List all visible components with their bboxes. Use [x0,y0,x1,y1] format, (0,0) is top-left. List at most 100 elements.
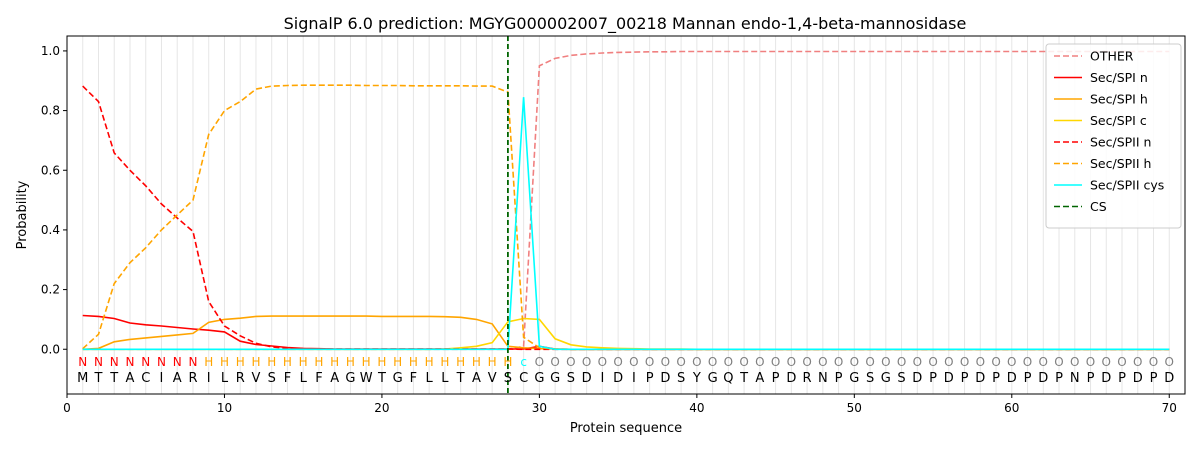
residue-label: S [567,371,575,386]
legend-label: Sec/SPI c [1090,113,1147,128]
region-label: O [991,355,1000,369]
x-axis-label: Protein sequence [570,421,682,436]
legend-label: Sec/SPI h [1090,92,1148,107]
region-label: O [613,355,622,369]
y-axis-ticks: 0.0 0.2 0.4 0.6 0.8 1.0 [41,44,67,356]
residue-label: C [519,371,528,386]
residue-label: P [1055,371,1063,386]
region-label: O [755,355,764,369]
legend-label: Sec/SPII h [1090,156,1151,171]
residue-label: A [755,371,764,386]
region-label: O [645,355,654,369]
region-label: O [1007,355,1016,369]
residue-label: Y [692,371,701,386]
residue-label: D [975,371,985,386]
residue-label: P [961,371,969,386]
plot-frame [66,35,1186,395]
residue-label: C [141,371,150,386]
region-label: O [1054,355,1063,369]
residue-label: I [160,371,164,386]
residue-label: P [992,371,1000,386]
region-label: O [1133,355,1142,369]
region-label: O [1165,355,1174,369]
region-label: O [897,355,906,369]
residue-label: L [426,371,434,386]
region-label: H [204,355,213,369]
residue-label: R [236,371,245,386]
series-line-sec-spii-cys [82,97,1170,351]
residue-label: I [632,371,636,386]
residue-label: V [488,371,497,386]
residue-label: A [330,371,339,386]
legend-label: Sec/SPII cys [1090,178,1164,193]
residue-label: A [126,371,135,386]
region-label: H [362,355,371,369]
x-tick-label: 60 [1004,401,1019,415]
x-tick-label: 10 [217,401,232,415]
region-label: H [236,355,245,369]
residue-label: G [849,371,859,386]
region-label: H [456,355,465,369]
residue-label: D [1007,371,1017,386]
residue-label: T [739,371,748,386]
region-label: O [850,355,859,369]
legend-label: Sec/SPI n [1090,70,1148,85]
residue-label: P [1150,371,1158,386]
residue-label: Q [723,371,733,386]
region-label: H [299,355,308,369]
region-label: O [1102,355,1111,369]
region-label: O [881,355,890,369]
residue-label: M [77,371,88,386]
region-label: H [346,355,355,369]
residue-label: S [504,371,512,386]
residue-label: N [818,371,828,386]
residue-label: G [550,371,560,386]
x-tick-label: 50 [847,401,862,415]
region-label: O [676,355,685,369]
residue-label: I [207,371,211,386]
residue-label: D [582,371,592,386]
residue-label: S [897,371,905,386]
residue-label: G [345,371,355,386]
region-label: O [1039,355,1048,369]
residue-label: G [881,371,891,386]
legend-label: CS [1090,199,1107,214]
region-label: H [251,355,260,369]
x-tick-label: 70 [1162,401,1177,415]
region-label: O [739,355,748,369]
residue-label: D [944,371,954,386]
residue-label: A [472,371,481,386]
region-label: N [125,355,134,369]
residue-label: F [284,371,291,386]
legend-box [1045,43,1182,229]
residue-label: D [1038,371,1048,386]
y-tick-label: 0.4 [41,223,60,237]
region-label: O [865,355,874,369]
region-label: O [787,355,796,369]
y-axis-label: Probability [15,180,30,249]
residue-label: D [1133,371,1143,386]
region-label: N [188,355,197,369]
region-label: O [724,355,733,369]
residue-label: D [660,371,670,386]
region-label: O [802,355,811,369]
residue-label: L [221,371,229,386]
residue-label: D [786,371,796,386]
region-label: O [598,355,607,369]
x-tick-label: 40 [689,401,704,415]
region-label: H [440,355,449,369]
region-label: O [692,355,701,369]
residue-label: P [929,371,937,386]
region-label: H [283,355,292,369]
residue-label: F [315,371,322,386]
region-label: H [409,355,418,369]
y-tick-label: 0.6 [41,163,60,177]
residue-label: T [94,371,103,386]
residue-label: P [835,371,843,386]
residue-label: R [803,371,812,386]
region-label: H [267,355,276,369]
chart-title: SignalP 6.0 prediction: MGYG000002007_00… [284,14,967,34]
region-label: N [94,355,103,369]
